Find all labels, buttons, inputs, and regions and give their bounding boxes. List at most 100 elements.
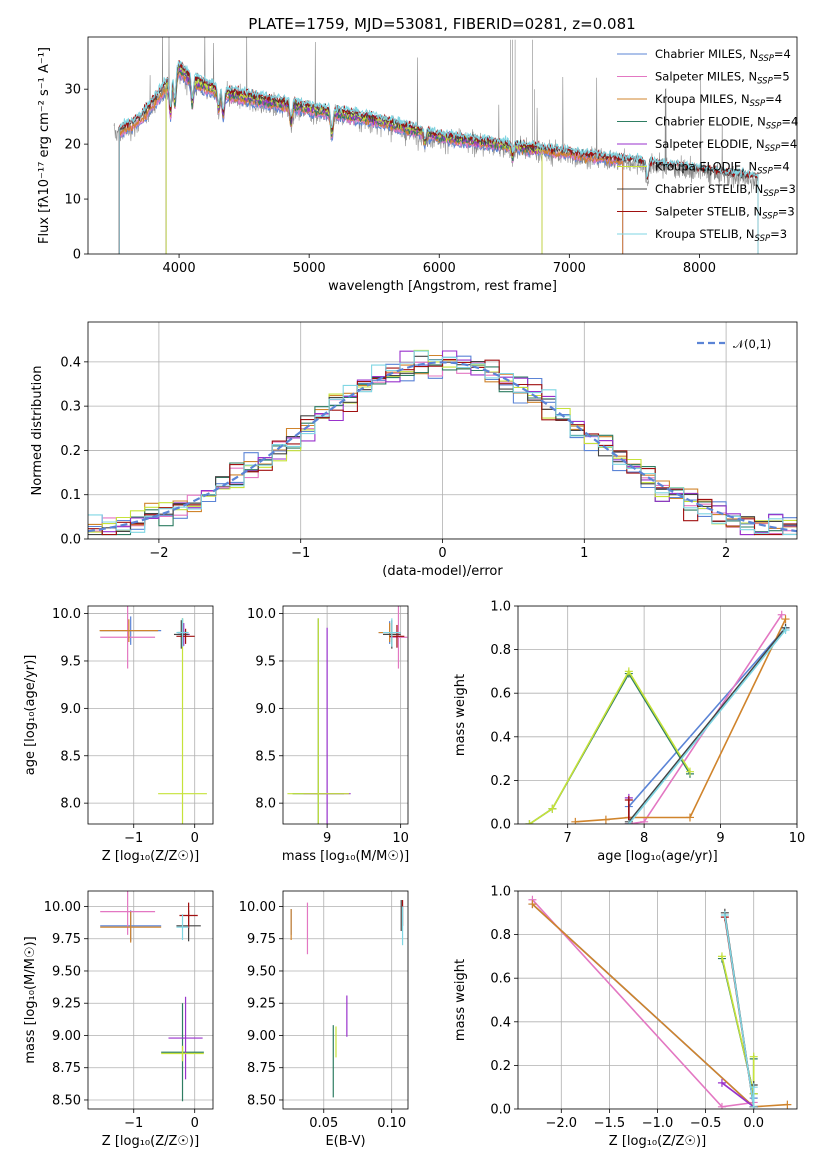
weight-marker	[624, 820, 633, 824]
y-tick-label: 0.0	[490, 818, 511, 833]
weight-line	[529, 672, 691, 824]
x-tick-label: 0.0	[743, 1116, 764, 1131]
x-tick-label: 0	[191, 831, 199, 846]
y-tick-label: 0.4	[490, 1015, 511, 1030]
axes-frame	[87, 36, 798, 255]
weight-line	[721, 1082, 755, 1108]
legend-label: Salpeter STELIB, NSSP=3	[655, 205, 795, 222]
x-axis-label: age [log₁₀(age/yr)]	[597, 849, 718, 864]
y-tick-label: 9.50	[247, 964, 276, 979]
model-spectrum-chabrier-elodie	[165, 69, 543, 254]
y-tick-label: 0.2	[60, 444, 81, 459]
normal-curve	[88, 361, 797, 533]
x-tick-label: 2	[722, 546, 730, 561]
y-tick-label: 8.0	[60, 797, 81, 812]
x-tick-label: 0	[438, 546, 446, 561]
axes-frame	[282, 890, 409, 1110]
y-tick-label: 9.5	[255, 654, 276, 669]
model-spectrum-salpeter-elodie	[165, 66, 543, 254]
x-tick-label: 1	[580, 546, 588, 561]
y-tick-label: 9.0	[60, 702, 81, 717]
axes-frame	[87, 605, 214, 825]
legend-label: Kroupa ELODIE, NSSP=4	[655, 160, 790, 177]
y-tick-label: 0.2	[490, 1059, 511, 1074]
weight-marker	[685, 767, 694, 776]
x-tick-label: 5000	[293, 261, 326, 276]
x-tick-label: −1	[124, 831, 143, 846]
y-tick-label: 10.00	[239, 900, 276, 915]
weight-marker	[528, 900, 537, 909]
axes-frame	[87, 890, 214, 1110]
x-tick-label: −2	[149, 546, 168, 561]
legend-label: Salpeter ELODIE, NSSP=4	[655, 137, 797, 154]
y-tick-label: 0.8	[490, 643, 511, 658]
y-tick-label: 0	[73, 248, 81, 263]
y-tick-label: 0.4	[60, 355, 81, 370]
legend-label: Chabrier ELODIE, NSSP=4	[655, 115, 798, 132]
weight-line	[628, 627, 787, 823]
x-tick-label: 0.10	[377, 1116, 406, 1131]
y-tick-label: 10.00	[44, 900, 81, 915]
model-spectrum-chabrier-miles	[118, 74, 624, 254]
y-axis-label: Normed distribution	[30, 366, 45, 496]
weight-line	[628, 629, 787, 824]
y-tick-label: 0.0	[60, 533, 81, 548]
x-tick-label: −2.0	[546, 1116, 578, 1131]
weight_vs_age-plot-area	[518, 606, 797, 824]
y-tick-label: 0.3	[60, 400, 81, 415]
weight-marker	[717, 952, 726, 961]
legend-label: Salpeter MILES, NSSP=5	[655, 70, 790, 87]
weight-marker	[571, 817, 580, 824]
x-tick-label: 0.05	[309, 1116, 338, 1131]
x-tick-label: 7000	[553, 261, 586, 276]
weight-marker	[777, 610, 786, 619]
y-tick-label: 10	[64, 193, 81, 208]
y-tick-label: 0.1	[60, 488, 81, 503]
x-tick-label: −1	[124, 1116, 143, 1131]
weight-marker	[781, 625, 790, 634]
y-tick-label: 8.75	[52, 1061, 81, 1076]
x-axis-label: (data-model)/error	[382, 564, 503, 579]
weight-marker	[548, 804, 557, 813]
x-axis-label: mass [log₁₀(M/M☉)]	[282, 849, 409, 864]
weight_vs_age-panel: 7 8 9 10 0.0 0.2 0.4 0.6 0.8 1.0 age [log₁₀(age/yr…	[453, 600, 805, 865]
y-tick-label: 9.00	[247, 1029, 276, 1044]
x-axis-label: Z [log₁₀(Z/Z☉)]	[102, 1134, 199, 1149]
y-tick-label: 0.8	[490, 928, 511, 943]
x-tick-label: 0	[191, 1116, 199, 1131]
y-axis-label: mass weight	[453, 959, 468, 1041]
mass_vs_Z-panel: −1 0 8.50 8.75 9.00 9.25 9.50 9.75 10.00 Z [log₁₀…	[23, 890, 214, 1149]
axes-frame	[87, 321, 798, 540]
y-tick-label: 0.4	[490, 730, 511, 745]
legend-label: Chabrier STELIB, NSSP=3	[655, 182, 796, 199]
spectrum-plot-area	[113, 37, 759, 254]
y-tick-label: 8.75	[247, 1061, 276, 1076]
y-tick-label: 0.6	[490, 687, 511, 702]
y-tick-label: 20	[64, 138, 81, 153]
mass_vs_Z-plot-area	[88, 891, 213, 1109]
age_vs_mass-plot-area	[283, 606, 408, 824]
y-tick-label: 8.50	[247, 1093, 276, 1108]
weight-line	[724, 914, 755, 1107]
y-tick-label: 9.5	[60, 654, 81, 669]
age_vs_Z-plot-area	[88, 606, 213, 824]
legend-label: Kroupa MILES, NSSP=4	[655, 92, 782, 109]
y-tick-label: 9.00	[52, 1029, 81, 1044]
y-tick-label: 8.50	[52, 1093, 81, 1108]
x-tick-label: 4000	[163, 261, 196, 276]
weight-marker	[720, 910, 729, 919]
weight-marker	[749, 1102, 758, 1109]
y-axis-label: mass [log₁₀(M/M☉)]	[23, 936, 38, 1063]
residuals-panel: −2 −1 0 1 2 0.0 0.1 0.2 0.3 0.4 (data-model)/error…	[30, 321, 798, 579]
y-tick-label: 30	[64, 83, 81, 98]
y-axis-label: mass weight	[453, 674, 468, 756]
x-tick-label: 9	[323, 831, 331, 846]
model-spectrum-kroupa-elodie	[165, 65, 543, 254]
y-axis-label: age [log₁₀(age/yr)]	[23, 655, 38, 776]
weight-line	[529, 669, 691, 824]
weight-marker	[685, 813, 694, 822]
x-tick-label: 8000	[683, 261, 716, 276]
y-tick-label: 8.5	[255, 749, 276, 764]
x-tick-label: −1.5	[594, 1116, 626, 1131]
x-tick-label: 10	[789, 831, 806, 846]
